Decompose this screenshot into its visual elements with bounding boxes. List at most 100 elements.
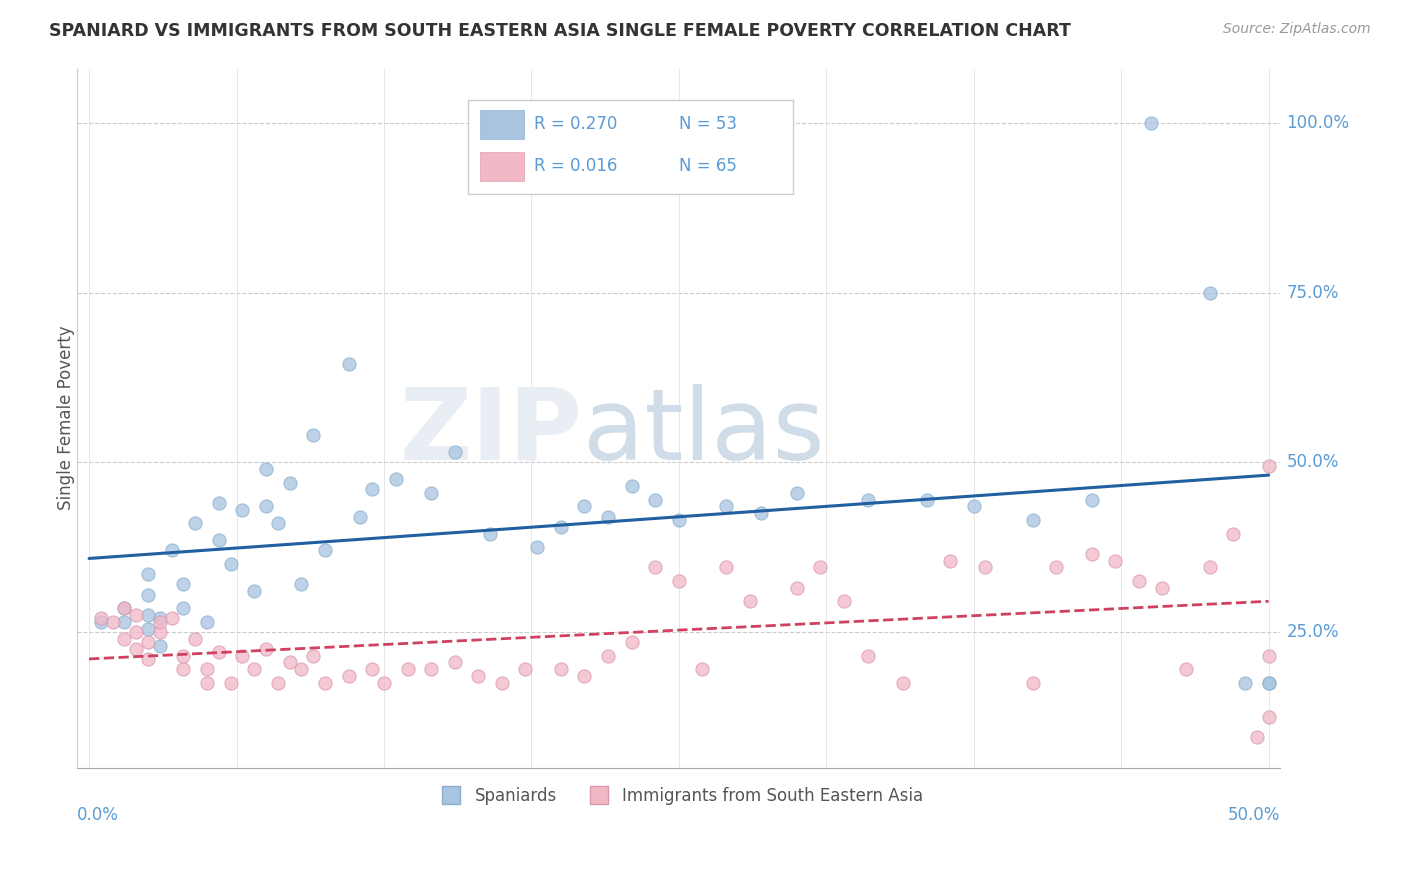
Point — [1198, 560, 1220, 574]
Point — [125, 607, 148, 622]
Point — [361, 662, 384, 676]
Point — [384, 472, 406, 486]
Text: 25.0%: 25.0% — [1286, 623, 1339, 641]
Text: R = 0.270: R = 0.270 — [534, 115, 617, 134]
Text: atlas: atlas — [582, 384, 824, 481]
Point — [808, 560, 831, 574]
Point — [208, 496, 231, 510]
Point — [1257, 648, 1279, 663]
Point — [1257, 710, 1279, 724]
Point — [644, 492, 666, 507]
Point — [620, 479, 643, 493]
Point — [443, 445, 465, 459]
Point — [337, 357, 360, 371]
Point — [620, 635, 643, 649]
Point — [714, 560, 737, 574]
Point — [1152, 581, 1174, 595]
Point — [1246, 730, 1268, 744]
Text: 50.0%: 50.0% — [1227, 806, 1281, 824]
Point — [267, 516, 290, 531]
Point — [373, 676, 395, 690]
Y-axis label: Single Female Poverty: Single Female Poverty — [58, 326, 75, 510]
FancyBboxPatch shape — [468, 100, 793, 194]
Point — [596, 648, 619, 663]
FancyBboxPatch shape — [481, 152, 523, 181]
Point — [337, 669, 360, 683]
Point — [738, 594, 761, 608]
Point — [136, 622, 159, 636]
Point — [751, 506, 773, 520]
Point — [290, 577, 312, 591]
Text: Source: ZipAtlas.com: Source: ZipAtlas.com — [1223, 22, 1371, 37]
Point — [290, 662, 312, 676]
Text: 100.0%: 100.0% — [1286, 114, 1350, 132]
Point — [963, 500, 986, 514]
Point — [160, 543, 183, 558]
Point — [1104, 554, 1126, 568]
Point — [172, 662, 194, 676]
Point — [243, 662, 266, 676]
Point — [184, 516, 207, 531]
Point — [184, 632, 207, 646]
Point — [219, 557, 242, 571]
Point — [314, 543, 336, 558]
Point — [149, 611, 172, 625]
Point — [125, 624, 148, 639]
Point — [149, 615, 172, 629]
Point — [172, 648, 194, 663]
Text: SPANIARD VS IMMIGRANTS FROM SOUTH EASTERN ASIA SINGLE FEMALE POVERTY CORRELATION: SPANIARD VS IMMIGRANTS FROM SOUTH EASTER… — [49, 22, 1071, 40]
Point — [136, 567, 159, 582]
Point — [832, 594, 855, 608]
Text: ZIP: ZIP — [399, 384, 582, 481]
Point — [1257, 676, 1279, 690]
Point — [160, 611, 183, 625]
Point — [172, 601, 194, 615]
Point — [114, 632, 136, 646]
Point — [515, 662, 537, 676]
Point — [1139, 116, 1161, 130]
Point — [195, 615, 218, 629]
Point — [974, 560, 997, 574]
Point — [479, 526, 502, 541]
Point — [101, 615, 124, 629]
Point — [208, 645, 231, 659]
Point — [550, 519, 572, 533]
Point — [1021, 513, 1043, 527]
Point — [349, 509, 371, 524]
Legend: Spaniards, Immigrants from South Eastern Asia: Spaniards, Immigrants from South Eastern… — [427, 780, 929, 812]
Point — [891, 676, 914, 690]
Text: 0.0%: 0.0% — [77, 806, 120, 824]
Point — [231, 502, 253, 516]
Text: 50.0%: 50.0% — [1286, 453, 1339, 471]
Point — [149, 639, 172, 653]
Point — [396, 662, 419, 676]
Point — [596, 509, 619, 524]
Point — [314, 676, 336, 690]
Point — [574, 669, 596, 683]
Point — [1080, 492, 1102, 507]
Point — [195, 662, 218, 676]
Point — [714, 500, 737, 514]
Point — [278, 475, 301, 490]
Point — [1233, 676, 1256, 690]
Point — [786, 581, 808, 595]
FancyBboxPatch shape — [481, 110, 523, 139]
Point — [208, 533, 231, 548]
Point — [443, 656, 465, 670]
Point — [1222, 526, 1244, 541]
Point — [644, 560, 666, 574]
Point — [90, 611, 112, 625]
Point — [302, 648, 325, 663]
Point — [1257, 676, 1279, 690]
Text: R = 0.016: R = 0.016 — [534, 157, 617, 176]
Point — [1257, 458, 1279, 473]
Text: N = 53: N = 53 — [679, 115, 737, 134]
Point — [302, 428, 325, 442]
Point — [136, 652, 159, 666]
Point — [1021, 676, 1043, 690]
Point — [254, 500, 277, 514]
Point — [1198, 285, 1220, 300]
Point — [136, 588, 159, 602]
Point — [526, 540, 548, 554]
Point — [939, 554, 962, 568]
